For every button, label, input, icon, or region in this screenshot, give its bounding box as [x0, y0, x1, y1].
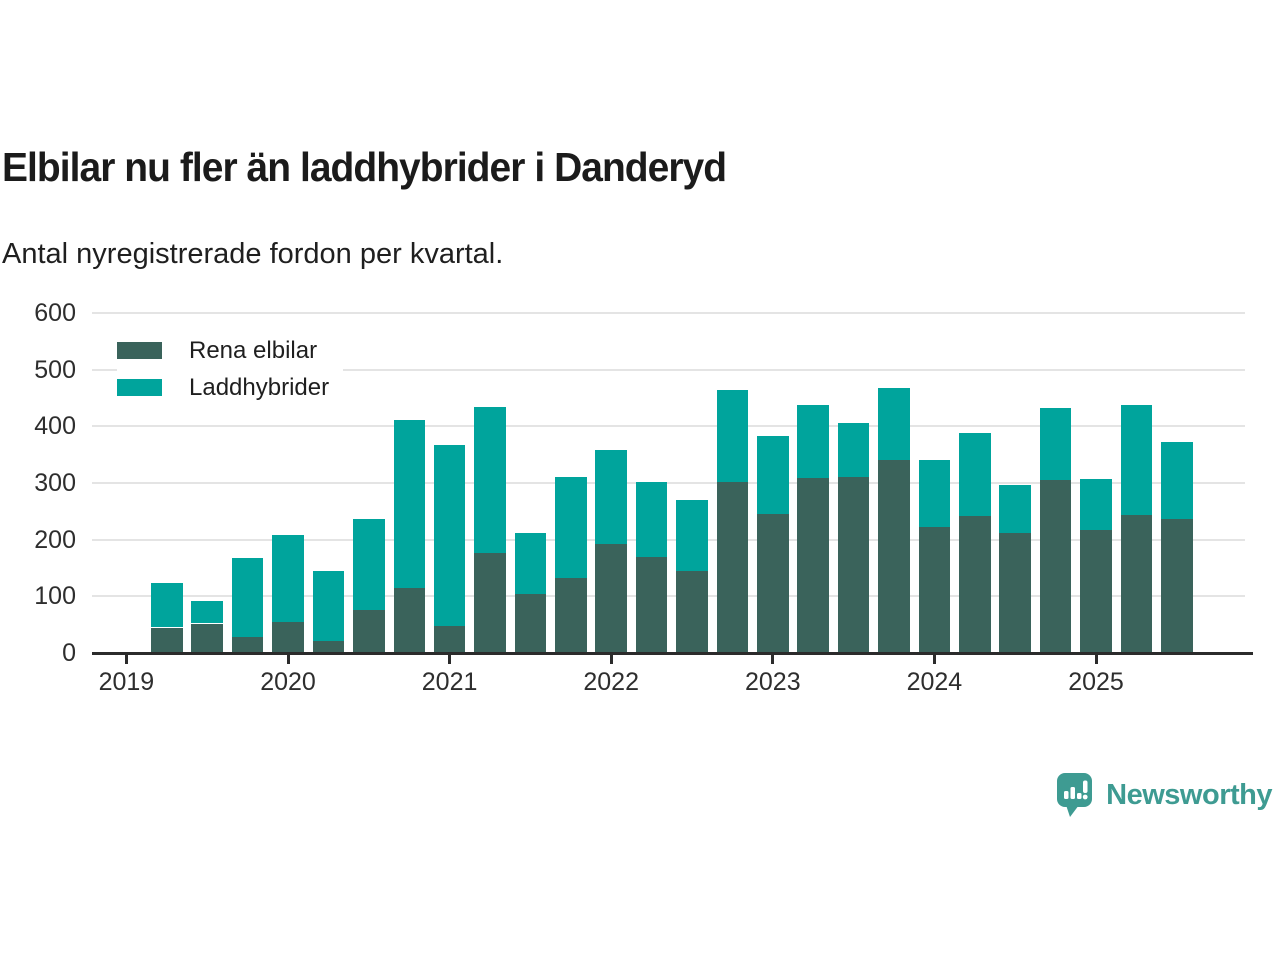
x-tick-label: 2019 — [98, 668, 155, 696]
bar-segment-laddhybrider-2020-Q1 — [272, 535, 304, 622]
bar-segment-laddhybrider-2022-Q3 — [676, 500, 708, 571]
x-axis-line — [92, 651, 1253, 655]
bar-segment-laddhybrider-2020-Q4 — [393, 419, 425, 588]
bar-segment-elbilar-2023-Q2 — [797, 477, 829, 653]
x-axis-tick — [771, 654, 775, 664]
x-tick-label: 2023 — [744, 668, 801, 696]
bar-segment-laddhybrider-2021-Q3 — [514, 533, 547, 594]
newsworthy-logo: Newsworthy — [1056, 772, 1272, 819]
x-axis-tick — [609, 654, 613, 664]
bar-segment-laddhybrider-2022-Q2 — [635, 481, 668, 557]
bar-segment-elbilar-2020-Q1 — [272, 621, 304, 653]
bar-segment-elbilar-2023-Q1 — [757, 513, 789, 653]
bar-segment-elbilar-2025-Q2 — [1120, 515, 1153, 653]
bar-segment-laddhybrider-2025-Q1 — [1080, 478, 1112, 530]
gridline — [92, 425, 1245, 428]
y-tick-label: 300 — [34, 468, 76, 497]
gridline — [92, 595, 1245, 598]
bar-segment-elbilar-2021-Q4 — [555, 577, 587, 653]
y-tick-label: 600 — [34, 298, 76, 327]
bar-segment-laddhybrider-2024-Q2 — [959, 432, 991, 516]
y-tick-label: 100 — [34, 582, 76, 611]
bar-segment-laddhybrider-2023-Q4 — [878, 387, 910, 460]
x-axis-tick — [124, 654, 128, 664]
bar-segment-elbilar-2024-Q4 — [1039, 479, 1072, 653]
y-tick-label: 500 — [34, 355, 76, 384]
bar-segment-elbilar-2019-Q3 — [191, 623, 223, 653]
bar-segment-laddhybrider-2024-Q3 — [999, 484, 1031, 533]
bar-segment-elbilar-2024-Q2 — [959, 515, 991, 653]
newsworthy-logo-text: Newsworthy — [1106, 779, 1272, 811]
bar-segment-elbilar-2025-Q1 — [1080, 529, 1112, 653]
bar-segment-laddhybrider-2025-Q2 — [1120, 404, 1153, 516]
bar-segment-laddhybrider-2023-Q3 — [837, 422, 870, 478]
bar-segment-laddhybrider-2023-Q2 — [797, 404, 829, 478]
bar-segment-elbilar-2019-Q2 — [151, 627, 183, 653]
bar-segment-laddhybrider-2024-Q4 — [1039, 407, 1072, 480]
y-tick-label: 400 — [34, 412, 76, 441]
gridline — [92, 481, 1245, 484]
bar-segment-elbilar-2022-Q1 — [595, 544, 627, 653]
legend-item-laddhybrider: Laddhybrider — [117, 369, 329, 406]
bar-segment-laddhybrider-2021-Q2 — [474, 406, 506, 553]
x-tick-label: 2020 — [260, 668, 316, 696]
bar-segment-elbilar-2021-Q2 — [474, 552, 506, 653]
x-tick-label: 2024 — [906, 668, 963, 696]
gridline — [92, 538, 1245, 541]
bar-segment-elbilar-2022-Q3 — [676, 570, 708, 653]
bar-segment-laddhybrider-2019-Q3 — [191, 601, 223, 624]
legend-label: Rena elbilar — [189, 336, 318, 364]
x-tick-label: 2025 — [1068, 668, 1124, 696]
bar-segment-laddhybrider-2020-Q3 — [353, 518, 385, 610]
legend-swatch-laddhybrider — [117, 379, 162, 396]
bar-segment-laddhybrider-2019-Q4 — [231, 557, 264, 638]
bar-segment-laddhybrider-2019-Q2 — [151, 583, 183, 628]
bar-segment-elbilar-2021-Q1 — [433, 626, 466, 653]
bar-segment-elbilar-2025-Q3 — [1161, 519, 1193, 653]
legend-swatch-rena-elbilar — [117, 342, 162, 359]
bar-segment-elbilar-2022-Q2 — [635, 556, 668, 653]
legend-label: Laddhybrider — [189, 373, 330, 401]
bar-segment-laddhybrider-2022-Q4 — [716, 390, 749, 483]
bar-segment-elbilar-2020-Q3 — [353, 609, 385, 653]
bar-segment-elbilar-2024-Q1 — [918, 526, 951, 653]
x-axis-tick — [932, 654, 936, 664]
y-tick-label: 0 — [62, 639, 76, 667]
gridline — [92, 311, 1245, 314]
bar-segment-laddhybrider-2021-Q1 — [433, 444, 466, 627]
bar-segment-laddhybrider-2021-Q4 — [555, 476, 587, 578]
bar-segment-elbilar-2021-Q3 — [514, 594, 547, 653]
bar-segment-laddhybrider-2022-Q1 — [595, 449, 627, 545]
bar-segment-elbilar-2020-Q2 — [312, 641, 345, 653]
bar-segment-elbilar-2019-Q4 — [231, 637, 264, 653]
bar-segment-laddhybrider-2020-Q2 — [312, 571, 345, 642]
x-tick-label: 2022 — [583, 668, 639, 696]
x-axis-tick — [1094, 654, 1098, 664]
chart-title: Elbilar nu fler än laddhybrider i Dander… — [2, 144, 727, 190]
newsworthy-logo-icon — [1057, 773, 1093, 817]
legend-item-rena-elbilar: Rena elbilar — [117, 332, 329, 369]
bar-segment-laddhybrider-2024-Q1 — [918, 459, 951, 527]
bar-segment-elbilar-2022-Q4 — [716, 482, 749, 653]
x-axis-tick — [286, 654, 290, 664]
y-tick-label: 200 — [34, 525, 76, 554]
gridline — [92, 368, 1245, 371]
x-axis-tick — [448, 654, 452, 664]
bar-segment-elbilar-2023-Q3 — [837, 477, 870, 653]
bar-segment-laddhybrider-2025-Q3 — [1161, 441, 1193, 520]
bar-segment-elbilar-2024-Q3 — [999, 532, 1031, 653]
legend: Rena elbilar Laddhybrider — [117, 330, 344, 408]
chart-subtitle: Antal nyregistrerade fordon per kvartal. — [2, 238, 504, 270]
bar-segment-elbilar-2020-Q4 — [393, 587, 425, 653]
bar-segment-laddhybrider-2023-Q1 — [757, 436, 789, 514]
bar-segment-elbilar-2023-Q4 — [878, 459, 910, 653]
x-tick-label: 2021 — [421, 668, 478, 696]
